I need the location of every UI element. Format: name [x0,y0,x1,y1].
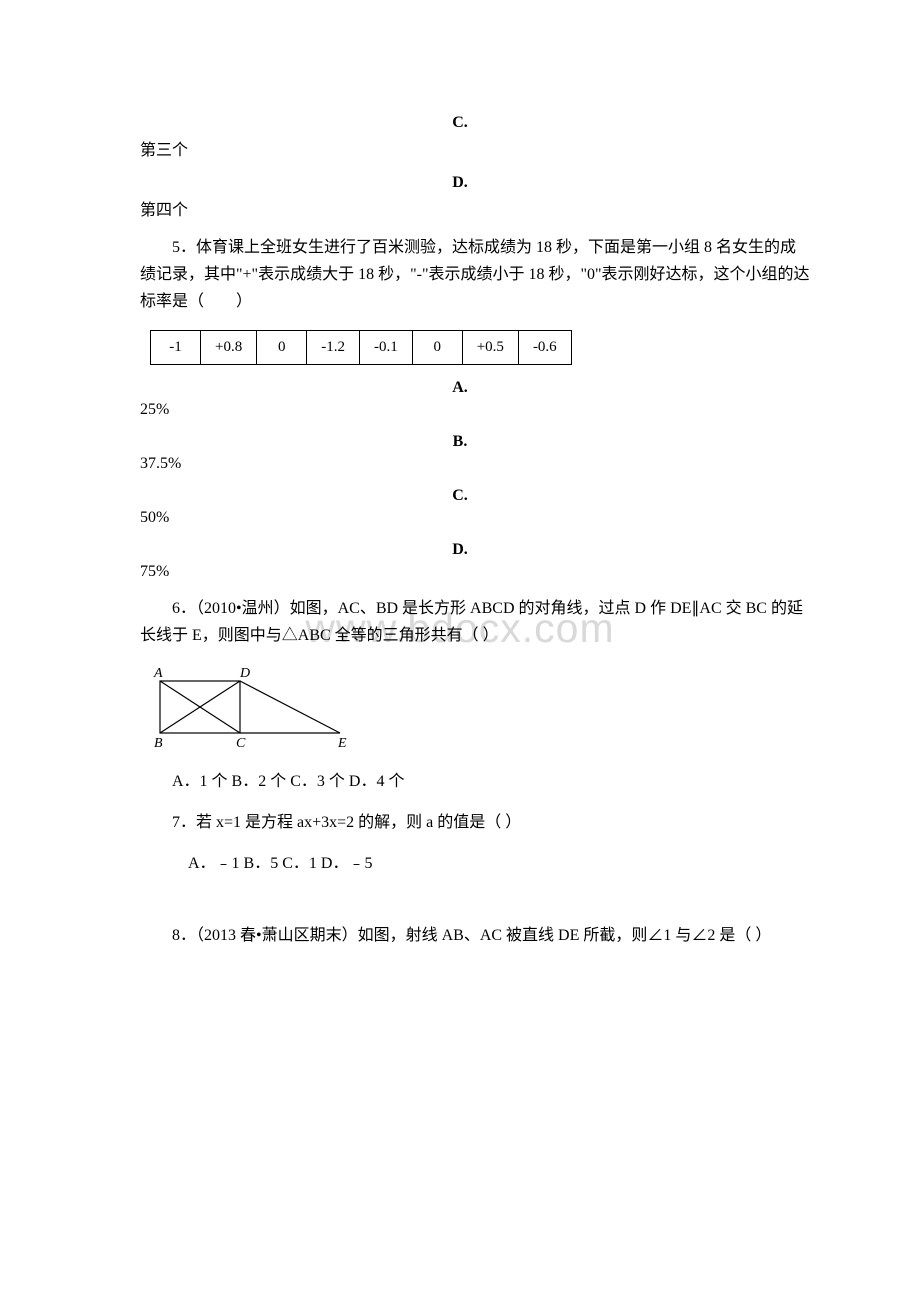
question-5-table: -1 +0.8 0 -1.2 -0.1 0 +0.5 -0.6 [150,330,572,365]
question-6-text: 6．（2010•温州）如图，AC、BD 是长方形 ABCD 的对角线，过点 D … [140,595,810,649]
table-cell: -1.2 [307,330,360,364]
table-cell: +0.8 [201,330,257,364]
table-cell: +0.5 [462,330,518,364]
q5-option-b-text: 37.5% [140,455,810,473]
table-cell: 0 [412,330,462,364]
q5-option-a-letter: A. [110,379,810,397]
diagram-label-c: C [236,736,246,751]
option-c-text: 第三个 [140,136,810,160]
q5-option-d-letter: D. [110,541,810,559]
q5-option-b-letter: B. [110,433,810,451]
diagram-label-b: B [154,736,163,751]
table-cell: -0.6 [518,330,571,364]
option-c-letter: C. [110,114,810,132]
question-7-text: 7．若 x=1 是方程 ax+3x=2 的解，则 a 的值是（ ） [140,809,810,836]
option-d-text: 第四个 [140,196,810,220]
question-5-text: 5．体育课上全班女生进行了百米测验，达标成绩为 18 秒，下面是第一小组 8 名… [140,234,810,316]
diagram-label-a: A [153,666,163,681]
question-6-diagram: A D B C E [140,663,810,758]
table-cell: 0 [257,330,307,364]
question-8-text: 8．（2013 春•萧山区期末）如图，射线 AB、AC 被直线 DE 所截，则∠… [140,922,810,949]
q5-option-a-text: 25% [140,401,810,419]
q5-option-d-text: 75% [140,563,810,581]
diagram-label-e: E [337,736,347,751]
table-cell: -1 [151,330,201,364]
q5-option-c-letter: C. [110,487,810,505]
spacer [110,888,810,908]
q5-option-c-text: 50% [140,509,810,527]
option-d-letter: D. [110,174,810,192]
diagram-label-d: D [239,666,250,681]
question-6-options: A．1 个 B．2 个 C．3 个 D．4 个 [140,768,810,795]
table-row: -1 +0.8 0 -1.2 -0.1 0 +0.5 -0.6 [151,330,572,364]
page-content: C. 第三个 D. 第四个 5．体育课上全班女生进行了百米测验，达标成绩为 18… [110,114,810,949]
table-cell: -0.1 [359,330,412,364]
question-7-options: A．﹣1 B．5 C．1 D．﹣5 [140,850,810,877]
